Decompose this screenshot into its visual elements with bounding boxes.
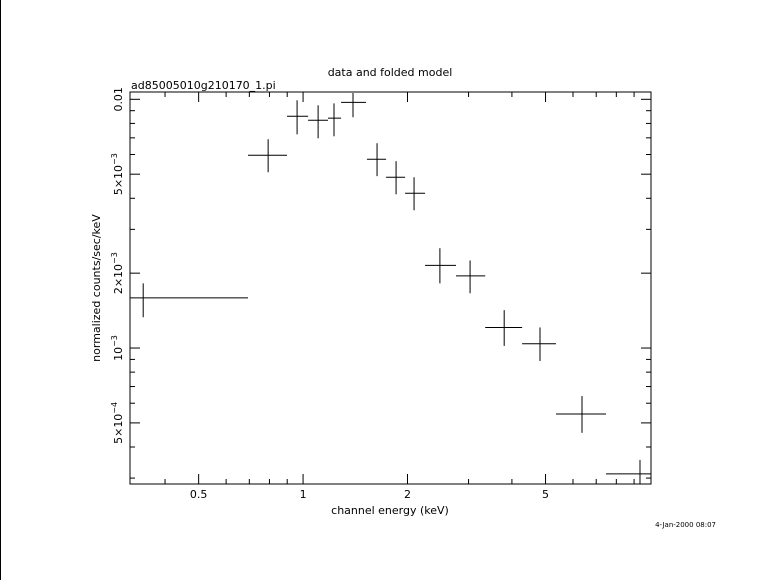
- x-tick-label: 0.5: [190, 488, 208, 501]
- y-tick-label-base: 2×10: [112, 264, 125, 294]
- x-tick-label: 5: [542, 488, 549, 501]
- x-axis-label: channel energy (keV): [331, 504, 449, 517]
- y-tick-label-exponent: −3: [110, 252, 119, 264]
- x-tick-label: 1: [300, 488, 307, 501]
- timestamp: 4-Jan-2000 08:07: [655, 521, 716, 529]
- y-tick-label-base: 10: [112, 347, 125, 361]
- y-tick-label: 0.01: [112, 87, 125, 112]
- y-tick-label: 2×10−3: [110, 252, 125, 294]
- y-tick-label-base: 5×10: [112, 165, 125, 195]
- y-tick-label-exponent: −4: [110, 402, 119, 414]
- y-tick-label-base: 5×10: [112, 414, 125, 444]
- y-tick-label-exponent: −3: [110, 335, 119, 347]
- y-tick-label: 10−3: [110, 335, 125, 361]
- chart-title: data and folded model: [328, 66, 453, 79]
- y-tick-label-base: 0.01: [112, 87, 125, 112]
- data-layer: [130, 93, 651, 484]
- y-axis-label: normalized counts/sec/keV: [90, 214, 103, 362]
- y-tick-label-exponent: −3: [110, 153, 119, 165]
- file-name: ad85005010g210170_1.pi: [131, 79, 276, 92]
- y-tick-label: 5×10−3: [110, 153, 125, 195]
- y-tick-label: 5×10−4: [110, 402, 125, 444]
- x-tick-label: 2: [404, 488, 411, 501]
- plot-frame: [129, 91, 652, 485]
